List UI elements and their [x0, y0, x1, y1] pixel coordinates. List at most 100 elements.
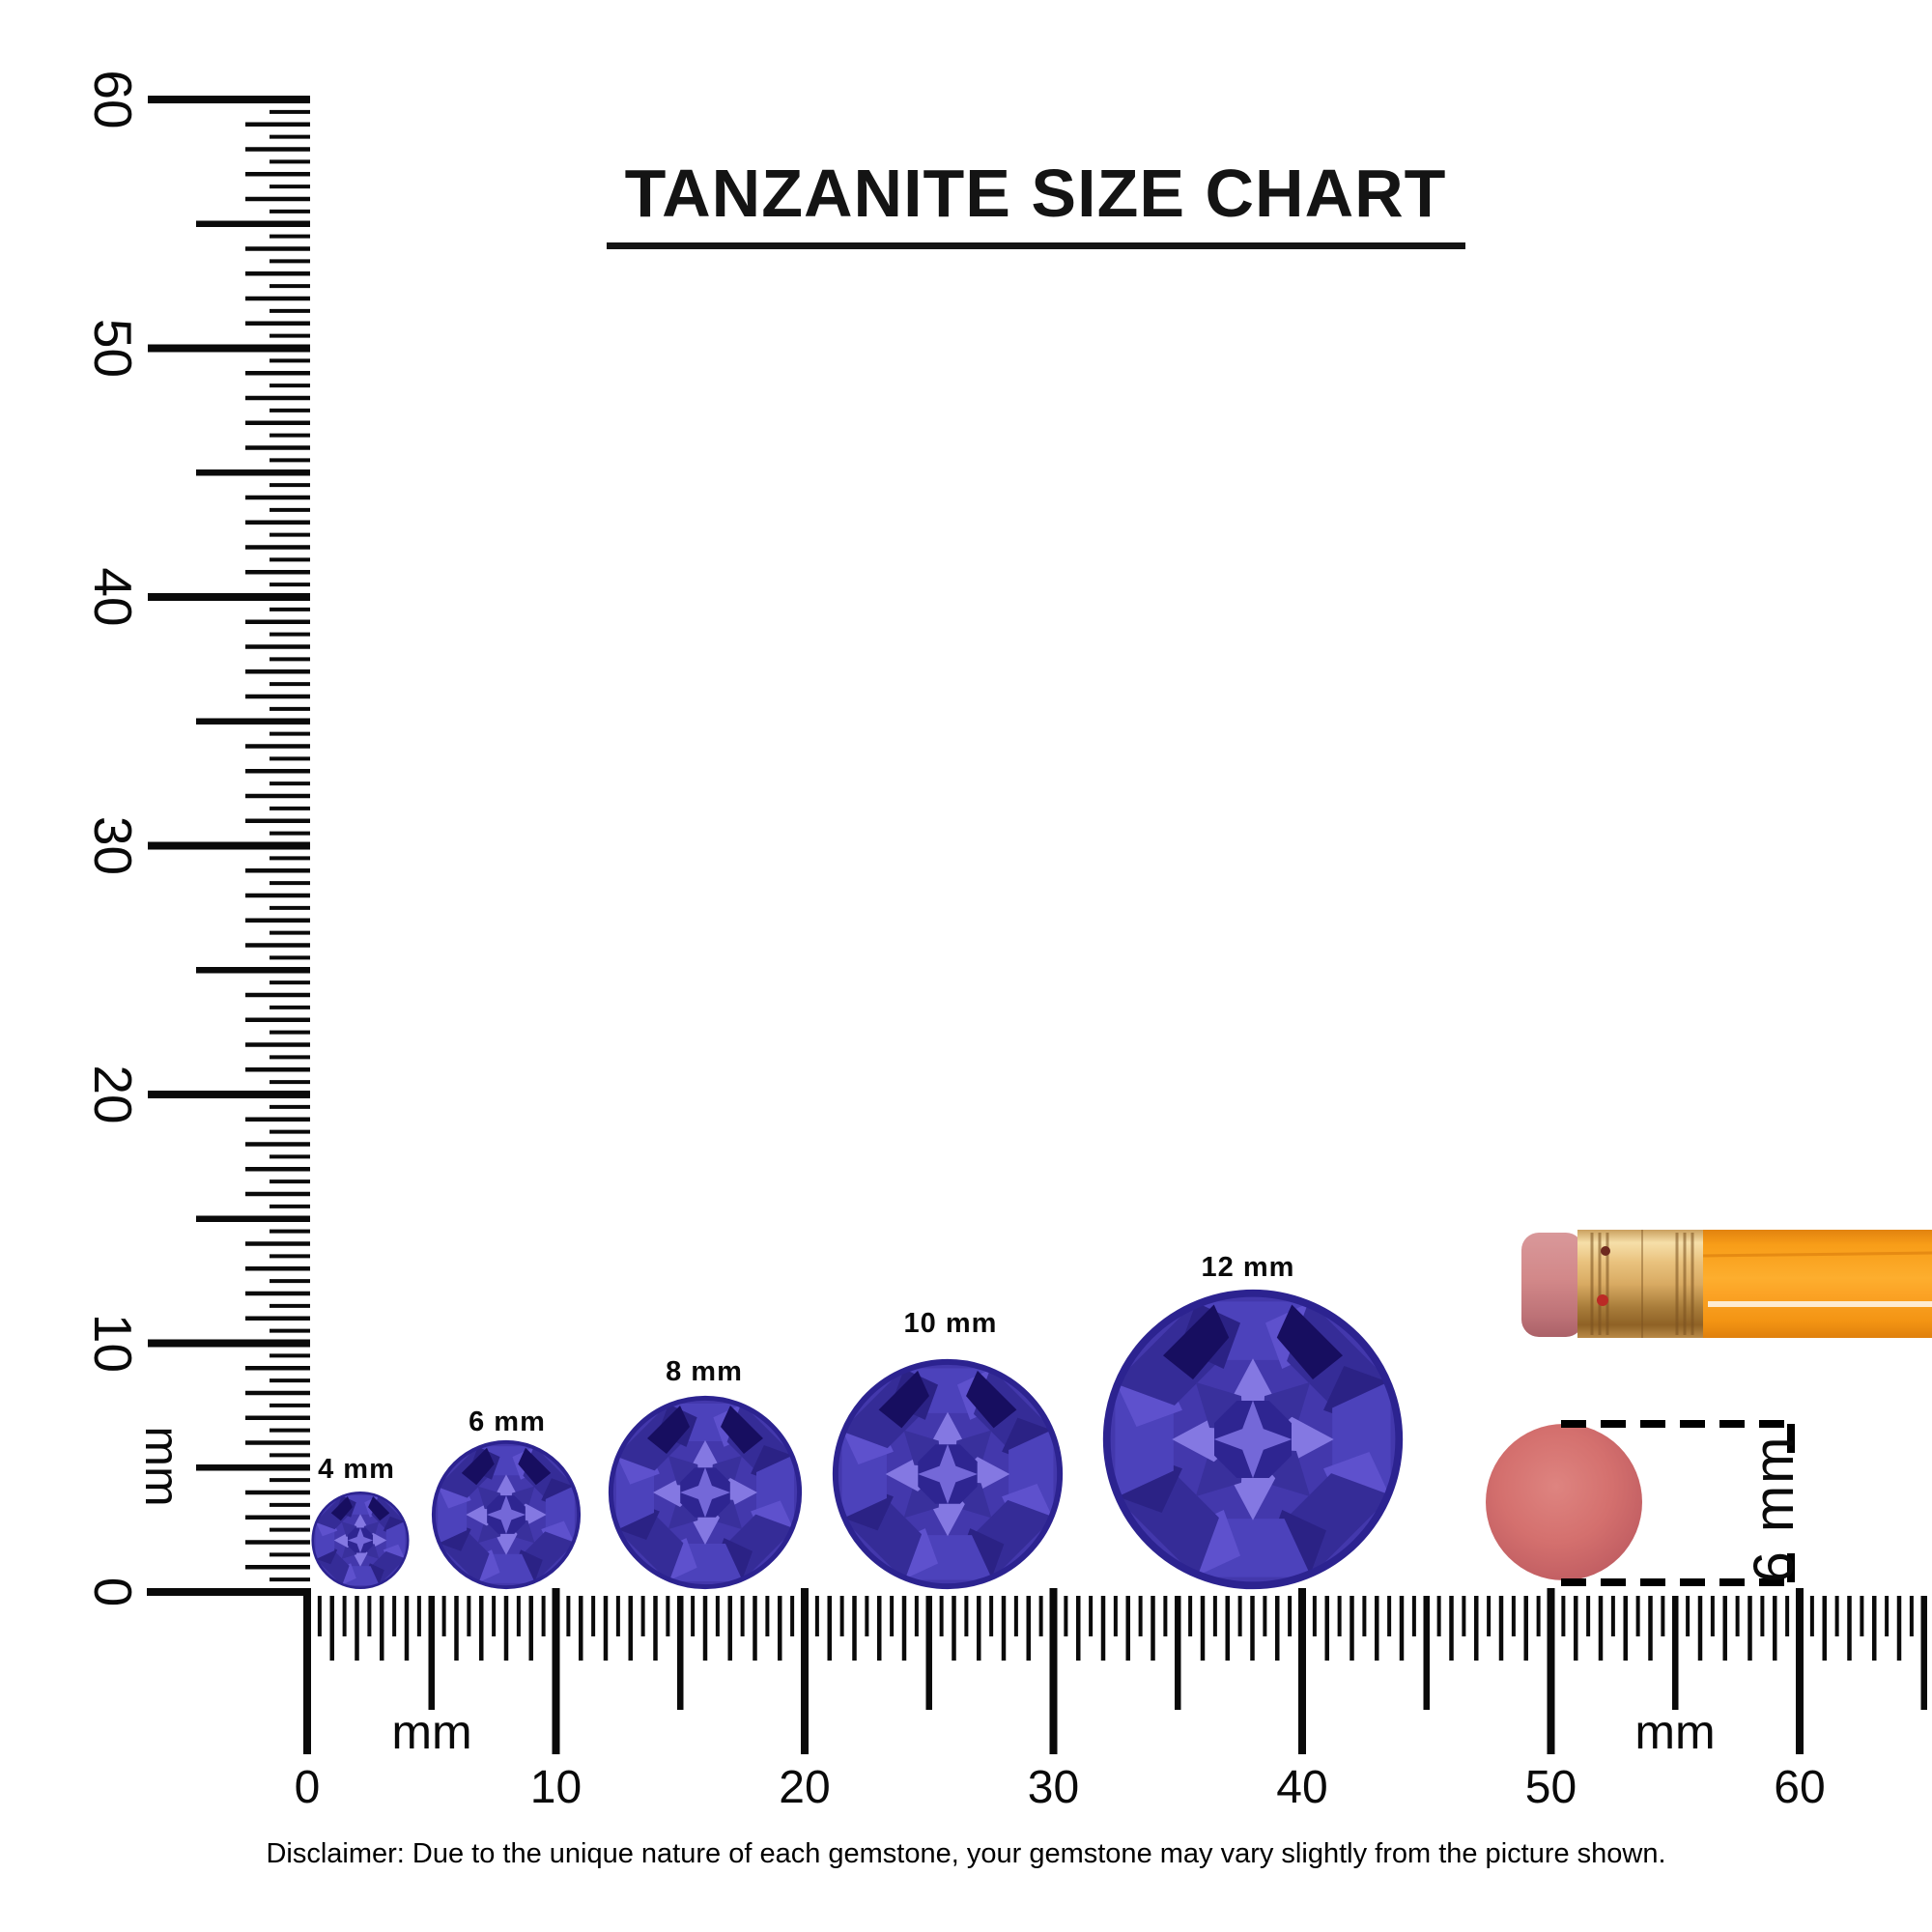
h-ruler-tick	[1237, 1596, 1242, 1636]
v-ruler-tick	[270, 731, 310, 736]
v-ruler-tick	[270, 109, 310, 114]
h-ruler-tick	[1089, 1596, 1094, 1636]
v-ruler-tick	[270, 831, 310, 836]
h-ruler-tick	[1487, 1596, 1492, 1636]
horizontal-ruler: 0 10 20 30 40 50 60 mm mm	[295, 1588, 1927, 1813]
h-ruler-tick	[778, 1596, 782, 1661]
v-ruler-tick	[270, 1577, 310, 1582]
v-ruler-tick	[148, 344, 310, 353]
h-ruler-tick	[1049, 1588, 1058, 1754]
h-ruler-tick	[1635, 1596, 1640, 1636]
v-ruler-tick	[270, 1229, 310, 1234]
h-ruler-tick	[1686, 1596, 1690, 1636]
v-ruler-tick	[245, 271, 310, 276]
v-ruler-tick	[270, 1129, 310, 1134]
h-ruler-tick	[1796, 1588, 1804, 1754]
v-ruler-tick	[270, 507, 310, 512]
eraser-size-label: 6 mm	[1743, 1435, 1805, 1583]
v-ruler-tick	[245, 793, 310, 799]
v-ruler-tick	[148, 1339, 310, 1348]
v-ruler-tick	[245, 694, 310, 699]
h-ruler-tick	[329, 1596, 334, 1661]
page-title: TANZANITE SIZE CHART	[624, 156, 1447, 231]
h-ruler-unit-label: mm	[1634, 1705, 1715, 1759]
v-ruler-tick	[270, 1478, 310, 1483]
v-ruler-number: 60	[83, 70, 143, 128]
h-ruler-tick	[827, 1596, 832, 1661]
v-ruler-tick	[148, 841, 310, 850]
h-ruler-tick	[428, 1596, 435, 1710]
v-ruler-tick	[245, 868, 310, 873]
v-ruler-tick	[196, 967, 310, 974]
h-ruler-tick	[1423, 1596, 1430, 1710]
h-ruler-tick	[1909, 1596, 1914, 1636]
h-ruler-tick	[1498, 1596, 1504, 1661]
h-ruler-tick	[1324, 1596, 1329, 1661]
v-ruler-tick	[245, 1067, 310, 1072]
v-ruler-tick	[270, 1030, 310, 1035]
v-ruler-tick	[270, 980, 310, 985]
v-ruler-tick	[245, 669, 310, 674]
h-ruler-tick	[1511, 1596, 1516, 1636]
h-ruler-tick	[1648, 1596, 1653, 1661]
h-ruler-tick	[454, 1596, 459, 1661]
h-ruler-tick	[1013, 1596, 1018, 1636]
v-ruler-tick	[245, 918, 310, 923]
v-ruler-tick	[270, 557, 310, 562]
h-ruler-tick	[852, 1596, 857, 1661]
h-ruler-tick	[615, 1596, 620, 1636]
h-ruler-tick	[1064, 1596, 1068, 1636]
gemstone-12mm: 12 mm	[1103, 1252, 1403, 1589]
h-ruler-tick	[1263, 1596, 1267, 1636]
h-ruler-tick	[1298, 1588, 1306, 1754]
h-ruler-tick	[1710, 1596, 1715, 1636]
h-ruler-tick	[1076, 1596, 1081, 1661]
v-ruler-tick	[270, 632, 310, 637]
h-ruler-tick	[691, 1596, 696, 1636]
h-ruler-tick	[653, 1596, 658, 1661]
v-ruler-tick	[245, 246, 310, 251]
disclaimer-text: Disclaimer: Due to the unique nature of …	[266, 1838, 1666, 1869]
gemstone-row: 4 mm 6 mm 8 mm 10 mm 12 mm	[310, 1252, 1403, 1589]
size-bracket	[1561, 1420, 1795, 1586]
h-ruler-tick	[740, 1596, 745, 1636]
v-ruler-tick	[245, 570, 310, 575]
pencil-ferrule-crimps	[1590, 1230, 1694, 1338]
h-ruler-tick	[890, 1596, 895, 1636]
h-ruler-tick	[939, 1596, 944, 1636]
v-ruler-tick	[270, 1254, 310, 1259]
h-ruler-tick	[1885, 1596, 1889, 1636]
h-ruler-tick	[1574, 1596, 1578, 1661]
v-ruler-tick	[270, 955, 310, 960]
h-ruler-tick	[552, 1588, 560, 1754]
v-ruler-tick	[245, 1565, 310, 1570]
h-ruler-tick	[1735, 1596, 1740, 1636]
v-ruler-tick	[270, 384, 310, 388]
h-ruler-tick	[1250, 1596, 1255, 1661]
v-ruler-tick	[245, 172, 310, 177]
gem-icon	[1103, 1290, 1403, 1589]
v-ruler-tick	[270, 159, 310, 164]
v-ruler-tick	[270, 582, 310, 587]
v-ruler-tick	[270, 1154, 310, 1159]
h-ruler-number: 60	[1774, 1762, 1825, 1813]
h-ruler-tick	[1623, 1596, 1628, 1661]
h-ruler-tick	[1350, 1596, 1354, 1661]
pencil-eraser	[1521, 1233, 1583, 1337]
h-ruler-number: 10	[530, 1762, 582, 1813]
h-ruler-tick	[715, 1596, 720, 1636]
pencil	[1521, 1230, 1932, 1338]
v-ruler-number: 10	[83, 1314, 143, 1373]
v-ruler-tick	[245, 122, 310, 127]
v-ruler-tick	[270, 308, 310, 313]
v-ruler-tick	[270, 607, 310, 611]
h-ruler-tick	[1536, 1596, 1541, 1636]
h-ruler-tick	[790, 1596, 795, 1636]
v-ruler-tick	[270, 1328, 310, 1333]
v-ruler-tick	[245, 1490, 310, 1495]
h-ruler-tick	[1113, 1596, 1118, 1636]
h-ruler-number: 40	[1276, 1762, 1327, 1813]
v-ruler-tick	[245, 147, 310, 152]
